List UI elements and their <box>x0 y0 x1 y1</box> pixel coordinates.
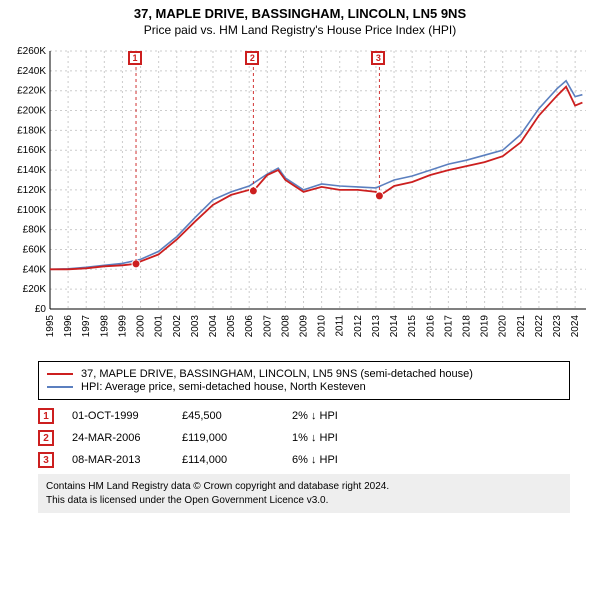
sale-index-box: 1 <box>38 408 54 424</box>
sale-row: 2 24-MAR-2006 £119,000 1% ↓ HPI <box>38 430 570 446</box>
svg-text:£180K: £180K <box>17 125 46 136</box>
page-subtitle: Price paid vs. HM Land Registry's House … <box>0 23 600 37</box>
sale-delta: 6% ↓ HPI <box>292 454 338 466</box>
svg-text:£120K: £120K <box>17 185 46 196</box>
svg-text:2012: 2012 <box>353 315 364 338</box>
svg-text:£40K: £40K <box>23 264 47 275</box>
svg-text:2023: 2023 <box>552 315 563 338</box>
svg-text:2017: 2017 <box>443 315 454 338</box>
svg-text:2016: 2016 <box>425 315 436 338</box>
footer-line: This data is licensed under the Open Gov… <box>46 494 562 508</box>
legend-row: HPI: Average price, semi-detached house,… <box>47 381 561 393</box>
footer-attribution: Contains HM Land Registry data © Crown c… <box>38 474 570 513</box>
svg-text:2004: 2004 <box>208 315 219 338</box>
svg-text:1999: 1999 <box>117 315 128 338</box>
svg-text:2021: 2021 <box>516 315 527 338</box>
svg-text:2011: 2011 <box>335 315 346 337</box>
svg-text:2005: 2005 <box>226 315 237 338</box>
sale-price: £114,000 <box>182 454 274 466</box>
page-title: 37, MAPLE DRIVE, BASSINGHAM, LINCOLN, LN… <box>0 6 600 21</box>
sale-date: 01-OCT-1999 <box>72 410 164 422</box>
sale-delta: 2% ↓ HPI <box>292 410 338 422</box>
svg-text:2013: 2013 <box>371 315 382 338</box>
svg-text:£200K: £200K <box>17 106 46 117</box>
sale-row: 3 08-MAR-2013 £114,000 6% ↓ HPI <box>38 452 570 468</box>
svg-text:2019: 2019 <box>480 315 491 338</box>
svg-text:£260K: £260K <box>17 46 46 57</box>
marker-label-3: 3 <box>371 51 385 65</box>
svg-text:1998: 1998 <box>99 315 110 338</box>
price-chart: £0 £20K £40K £60K £80K £100K £120K £140K £160K £1… <box>0 45 600 355</box>
svg-text:2024: 2024 <box>570 315 581 338</box>
sale-index-box: 3 <box>38 452 54 468</box>
legend-label: HPI: Average price, semi-detached house,… <box>81 381 366 393</box>
svg-text:£160K: £160K <box>17 145 46 156</box>
svg-text:2008: 2008 <box>280 315 291 338</box>
svg-text:£240K: £240K <box>17 66 46 77</box>
legend-label: 37, MAPLE DRIVE, BASSINGHAM, LINCOLN, LN… <box>81 368 473 380</box>
svg-text:2010: 2010 <box>317 315 328 338</box>
sale-row: 1 01-OCT-1999 £45,500 2% ↓ HPI <box>38 408 570 424</box>
marker-label-2: 2 <box>245 51 259 65</box>
svg-text:£140K: £140K <box>17 165 46 176</box>
svg-text:£220K: £220K <box>17 86 46 97</box>
legend-row: 37, MAPLE DRIVE, BASSINGHAM, LINCOLN, LN… <box>47 368 561 380</box>
legend: 37, MAPLE DRIVE, BASSINGHAM, LINCOLN, LN… <box>38 361 570 400</box>
sale-date: 24-MAR-2006 <box>72 432 164 444</box>
svg-text:2009: 2009 <box>299 315 310 338</box>
svg-text:2003: 2003 <box>190 315 201 338</box>
svg-text:2007: 2007 <box>262 315 273 338</box>
svg-text:1996: 1996 <box>63 315 74 338</box>
svg-text:£20K: £20K <box>23 284 47 295</box>
svg-text:£0: £0 <box>35 304 47 315</box>
svg-text:£60K: £60K <box>23 244 47 255</box>
sale-price: £119,000 <box>182 432 274 444</box>
sale-date: 08-MAR-2013 <box>72 454 164 466</box>
svg-text:2022: 2022 <box>534 315 545 338</box>
svg-text:2006: 2006 <box>244 315 255 338</box>
legend-swatch <box>47 373 73 375</box>
svg-text:2020: 2020 <box>498 315 509 338</box>
footer-line: Contains HM Land Registry data © Crown c… <box>46 480 562 494</box>
svg-text:2018: 2018 <box>461 315 472 338</box>
sale-index-box: 2 <box>38 430 54 446</box>
legend-swatch <box>47 386 73 388</box>
marker-label-1: 1 <box>128 51 142 65</box>
svg-text:2014: 2014 <box>389 315 400 338</box>
svg-text:£80K: £80K <box>23 225 47 236</box>
svg-text:1995: 1995 <box>45 315 56 338</box>
svg-text:2000: 2000 <box>136 315 147 338</box>
sale-price: £45,500 <box>182 410 274 422</box>
svg-text:2002: 2002 <box>172 315 183 338</box>
svg-text:2015: 2015 <box>407 315 418 338</box>
svg-text:2001: 2001 <box>154 315 165 338</box>
svg-text:£100K: £100K <box>17 205 46 216</box>
sale-delta: 1% ↓ HPI <box>292 432 338 444</box>
svg-text:1997: 1997 <box>81 315 92 338</box>
sales-list: 1 01-OCT-1999 £45,500 2% ↓ HPI 2 24-MAR-2006 £… <box>38 408 570 468</box>
